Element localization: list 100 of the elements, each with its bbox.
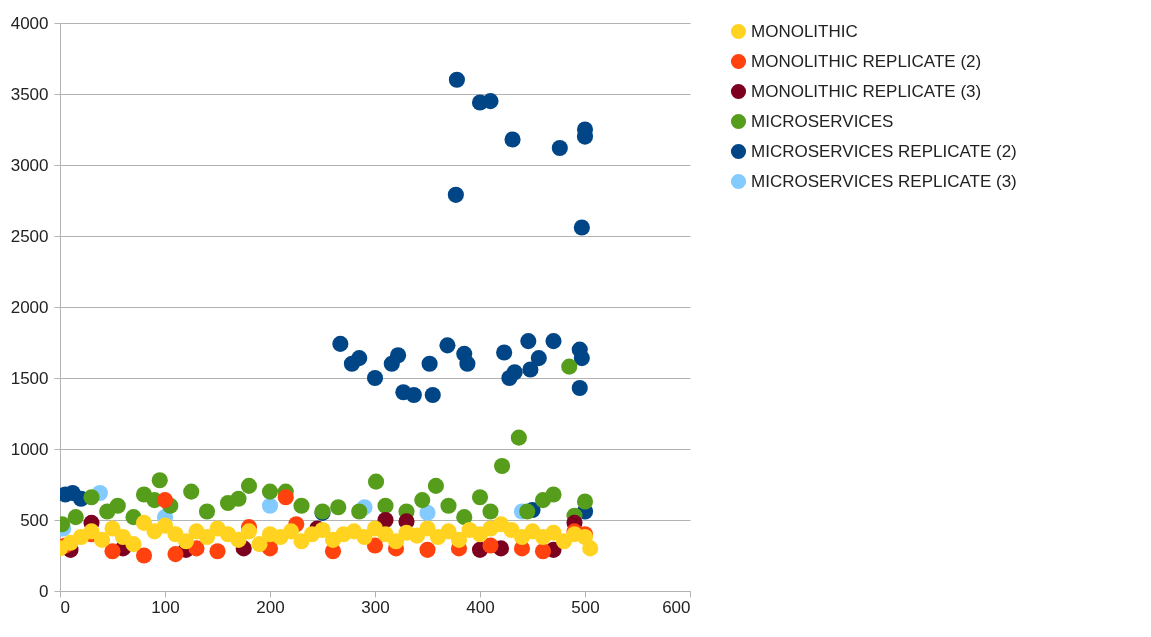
point: [439, 337, 456, 354]
x-tick-label: 400: [466, 597, 495, 617]
x-tick-label: 600: [662, 597, 691, 617]
point: [198, 503, 216, 520]
point: [510, 429, 527, 446]
point: [582, 540, 599, 557]
y-tick-label: 1500: [10, 368, 49, 388]
point: [459, 355, 476, 372]
point: [576, 493, 594, 510]
point: [496, 344, 513, 361]
legend-label: MONOLITHIC: [751, 21, 858, 41]
point: [366, 537, 384, 554]
y-tick-label: 4000: [10, 13, 49, 33]
point: [545, 486, 562, 503]
point: [177, 533, 195, 550]
point: [424, 386, 441, 404]
point: [293, 497, 310, 514]
point: [482, 93, 499, 110]
point: [151, 472, 168, 489]
x-tick-label: 200: [256, 597, 285, 617]
point: [351, 503, 368, 520]
point: [67, 509, 84, 526]
point: [356, 528, 373, 546]
point: [506, 364, 523, 381]
point: [251, 536, 268, 553]
point: [534, 543, 552, 560]
point: [427, 477, 444, 494]
point: [282, 523, 300, 540]
point: [571, 379, 588, 396]
point: [456, 509, 473, 526]
point: [520, 333, 537, 350]
point: [114, 528, 132, 546]
point: [522, 361, 539, 378]
point: [135, 547, 153, 564]
point: [93, 531, 111, 548]
y-tick-label: 3000: [10, 155, 49, 175]
point: [109, 497, 126, 514]
point: [519, 503, 536, 520]
y-tick-label: 2500: [10, 226, 49, 246]
legend-label: MICROSERVICES REPLICATE (2): [751, 141, 1017, 161]
point: [351, 350, 368, 367]
point: [104, 543, 121, 560]
point: [230, 490, 247, 507]
point: [414, 492, 431, 509]
point: [448, 71, 465, 88]
point: [314, 521, 331, 538]
point: [167, 546, 184, 563]
y-tick-label: 500: [20, 510, 49, 530]
point: [156, 517, 174, 534]
point: [573, 350, 590, 367]
point: [530, 350, 547, 367]
point: [561, 358, 578, 375]
point: [450, 531, 468, 548]
point: [83, 489, 100, 506]
point: [419, 520, 436, 537]
y-tick-label: 3500: [10, 84, 49, 104]
point: [545, 333, 562, 350]
point: [504, 131, 521, 148]
point: [367, 473, 385, 490]
x-tick-label: 100: [151, 597, 180, 617]
legend-label: MONOLITHIC REPLICATE (3): [751, 81, 982, 101]
point: [230, 531, 247, 548]
y-tick-label: 2000: [10, 297, 49, 317]
point: [421, 355, 438, 372]
point: [125, 536, 142, 553]
point: [209, 543, 226, 560]
point: [573, 219, 590, 236]
legend-label: MONOLITHIC REPLICATE (2): [751, 51, 982, 71]
x-tick-label: 0: [60, 597, 70, 617]
point: [240, 523, 258, 540]
point: [387, 533, 405, 550]
point: [377, 497, 394, 514]
point: [405, 386, 422, 404]
point: [419, 504, 436, 521]
point: [332, 335, 349, 352]
point: [261, 483, 279, 500]
point: [261, 497, 279, 514]
point: [104, 520, 121, 537]
point: [419, 541, 436, 558]
point: [390, 347, 407, 364]
point: [447, 186, 464, 203]
point: [482, 503, 499, 520]
point: [493, 457, 511, 475]
point: [440, 497, 457, 514]
legend-label: MICROSERVICES REPLICATE (3): [751, 171, 1017, 191]
point: [183, 483, 200, 500]
point: [471, 489, 489, 506]
legend-label: MICROSERVICES: [751, 111, 894, 131]
point: [366, 369, 384, 387]
point: [330, 499, 347, 516]
point: [440, 523, 457, 540]
point: [482, 537, 499, 554]
point: [551, 139, 568, 157]
point: [198, 528, 216, 546]
point: [135, 514, 153, 531]
point: [240, 477, 258, 494]
y-tick-label: 1000: [10, 439, 49, 459]
point: [277, 489, 294, 506]
point: [156, 492, 174, 509]
x-tick-label: 300: [361, 597, 390, 617]
